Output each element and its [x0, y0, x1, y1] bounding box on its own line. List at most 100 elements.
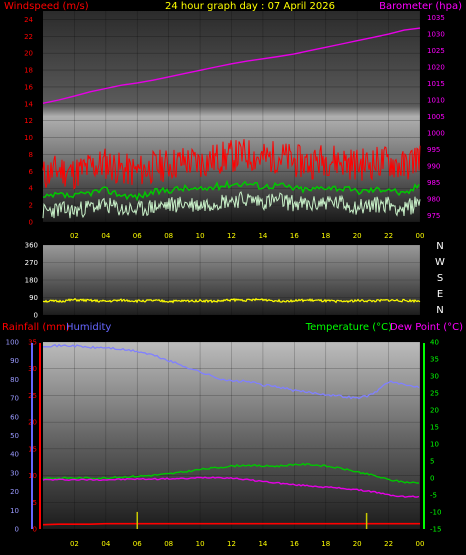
humidity-tick-label: 50: [10, 432, 19, 440]
direction-panel-grid: [43, 244, 421, 316]
x-tick-label: 16: [290, 540, 299, 548]
x-tick-label: 22: [384, 232, 393, 240]
humidity-tick-labels: 0 10 20 30 40 50 60 70 80 90 100: [6, 339, 19, 534]
temperature-tick-labels: -15 -10 -5 0 5 10 15 20 25 30 35 40: [430, 339, 441, 534]
x-tick-label: 02: [70, 540, 79, 548]
rainfall-series: [42, 522, 420, 526]
direction-tick-label: 270: [25, 259, 38, 267]
temperature-tick-label: 15: [430, 424, 439, 432]
x-tick-label: 22: [384, 540, 393, 548]
direction-panel-series: [42, 297, 421, 304]
barometer-tick-label: 1010: [427, 97, 445, 105]
temperature-tick-label: 25: [430, 390, 439, 398]
direction-degree-tick-labels: 0 90 180 270 360: [25, 242, 38, 320]
humidity-axis-bar: [31, 343, 33, 529]
humidity-tick-label: 40: [10, 451, 19, 459]
temperature-tick-label: 10: [430, 441, 439, 449]
x-tick-label: 14: [258, 540, 267, 548]
humidity-tick-label: 60: [10, 413, 19, 421]
dew-point-axis-title: Dew Point (°C): [390, 322, 463, 333]
barometer-tick-label: 1005: [427, 113, 445, 121]
x-tick-label: 18: [321, 232, 330, 240]
direction-tick-label: 0: [34, 312, 38, 320]
x-tick-label: 12: [227, 232, 236, 240]
barometer-tick-label: 975: [427, 212, 440, 220]
wind-low-series: [42, 191, 421, 219]
windspeed-tick-label: 24: [24, 16, 33, 24]
x-tick-label: 20: [353, 540, 362, 548]
rainfall-tick-label: 5: [33, 499, 37, 507]
humidity-tick-label: 0: [15, 526, 19, 534]
x-tick-label: 16: [290, 232, 299, 240]
barometer-axis-title: Barometer (hpa): [379, 1, 462, 12]
humidity-tick-label: 10: [10, 507, 19, 515]
barometer-tick-label: 1015: [427, 80, 445, 88]
windspeed-tick-label: 2: [29, 202, 33, 210]
humidity-tick-label: 30: [10, 469, 19, 477]
temperature-tick-label: 35: [430, 356, 439, 364]
temperature-tick-label: -15: [430, 526, 441, 534]
x-tick-label: 04: [101, 540, 110, 548]
x-tick-label: 08: [164, 540, 173, 548]
windspeed-tick-label: 8: [29, 151, 33, 159]
x-tick-label: 12: [227, 540, 236, 548]
x-tick-label: 10: [196, 540, 205, 548]
x-tick-label: 02: [70, 232, 79, 240]
direction-panel-background: [43, 245, 420, 315]
windspeed-tick-label: 6: [29, 168, 34, 176]
barometer-tick-label: 1000: [427, 129, 445, 137]
humidity-series: [42, 343, 420, 400]
compass-tick-label: N: [436, 305, 443, 316]
windspeed-tick-label: 0: [29, 219, 33, 227]
wind-panel-grid: [43, 11, 421, 223]
x-tick-label: 10: [196, 232, 205, 240]
barometer-tick-label: 1025: [427, 47, 445, 55]
temperature-tick-label: 30: [430, 373, 439, 381]
compass-tick-label: N: [436, 241, 443, 252]
x-tick-label: 08: [164, 232, 173, 240]
direction-tick-label: 90: [29, 294, 38, 302]
x-tick-label: 00: [416, 540, 425, 548]
chart-title: 24 hour graph day : 07 April 2026: [165, 1, 335, 12]
windspeed-tick-label: 12: [24, 117, 33, 125]
windspeed-tick-label: 10: [24, 134, 33, 142]
windspeed-tick-label: 20: [24, 50, 33, 58]
humidity-tick-label: 20: [10, 488, 19, 496]
direction-tick-label: 180: [25, 277, 38, 285]
windspeed-tick-label: 14: [24, 100, 33, 108]
barometer-tick-label: 1030: [427, 31, 445, 39]
direction-tick-label: 360: [25, 242, 38, 250]
x-tick-label: 06: [133, 540, 142, 548]
temperature-axis-title: Temperature (°C): [305, 322, 392, 333]
dew-point-series: [42, 476, 420, 498]
temperature-series: [42, 462, 420, 484]
temperature-tick-label: 5: [430, 458, 434, 466]
barometer-series: [42, 27, 421, 104]
temperature-tick-label: -10: [430, 509, 441, 517]
barometer-tick-label: 1035: [427, 14, 445, 22]
windspeed-tick-label: 4: [29, 185, 34, 193]
rainfall-tick-label: 35: [28, 339, 37, 347]
humidity-tick-label: 90: [10, 357, 19, 365]
temperature-tick-label: 0: [430, 475, 434, 483]
humidity-tick-label: 70: [10, 395, 19, 403]
wind-panel-x-tick-labels: 02 04 06 08 10 12 14 16 18 20 22 00: [70, 232, 425, 240]
compass-tick-label: E: [437, 289, 443, 300]
compass-tick-label: W: [435, 257, 445, 268]
x-tick-label: 14: [258, 232, 267, 240]
windspeed-tick-label: 18: [24, 67, 33, 75]
windspeed-tick-label: 16: [24, 83, 33, 91]
windspeed-axis-title: Windspeed (m/s): [4, 1, 89, 12]
wind-average-series: [42, 179, 420, 202]
humidity-tick-label: 80: [10, 376, 19, 384]
barometer-tick-label: 980: [427, 195, 440, 203]
barometer-tick-label: 995: [427, 146, 440, 154]
barometer-tick-labels: 975 980 985 990 995 1000 1005 1010 1015 1020 1025 1…: [427, 14, 445, 220]
x-tick-label: 00: [416, 232, 425, 240]
rainfall-axis-bar: [39, 343, 41, 529]
wind-panel-series: [42, 27, 421, 219]
temperature-axis-bar: [423, 343, 425, 529]
x-tick-label: 20: [353, 232, 362, 240]
